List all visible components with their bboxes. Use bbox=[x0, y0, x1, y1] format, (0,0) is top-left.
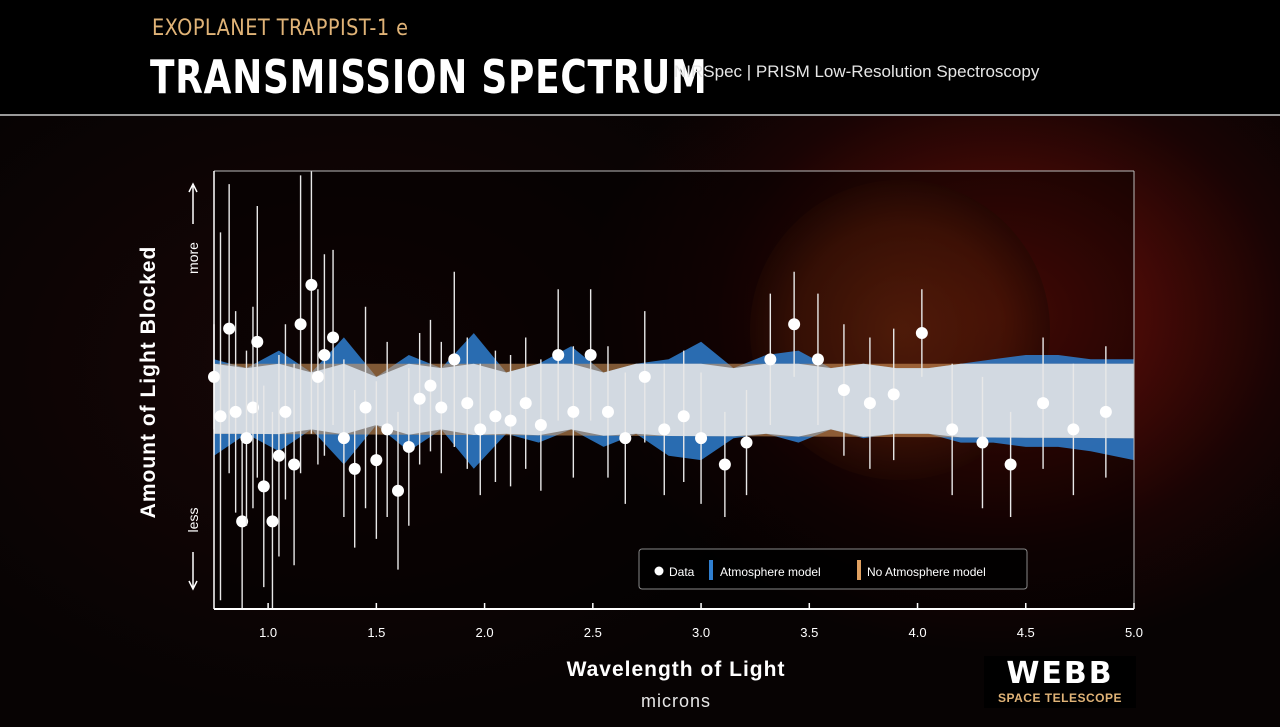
x-tick-label: 4.0 bbox=[908, 625, 926, 640]
data-point bbox=[504, 414, 517, 427]
webb-logo: WEBB SPACE TELESCOPE bbox=[984, 656, 1136, 708]
instrument-label: NIRSpec | PRISM Low-Resolution Spectrosc… bbox=[674, 62, 1040, 81]
data-point bbox=[327, 331, 340, 344]
data-point bbox=[223, 322, 236, 335]
header: EXOPLANET TRAPPIST-1 e TRANSMISSION SPEC… bbox=[0, 0, 1280, 116]
data-point bbox=[240, 432, 253, 445]
data-point bbox=[1099, 405, 1112, 418]
data-point bbox=[424, 379, 437, 392]
legend-data-swatch bbox=[654, 566, 664, 576]
data-point bbox=[294, 318, 307, 331]
data-point bbox=[1004, 458, 1017, 471]
legend-atmosphere-label: Atmosphere model bbox=[720, 565, 821, 579]
data-point bbox=[489, 410, 502, 423]
data-point bbox=[413, 392, 426, 405]
data-point bbox=[311, 370, 324, 383]
data-point bbox=[946, 423, 959, 436]
data-point bbox=[764, 353, 777, 366]
data-point bbox=[359, 401, 372, 414]
data-point bbox=[552, 348, 565, 361]
data-point bbox=[229, 405, 242, 418]
data-point bbox=[214, 410, 227, 423]
data-point bbox=[392, 484, 404, 497]
planet-label: EXOPLANET TRAPPIST-1 e bbox=[152, 16, 409, 41]
x-tick-label: 3.5 bbox=[800, 625, 818, 640]
data-point bbox=[619, 432, 632, 445]
data-point bbox=[318, 348, 331, 361]
y-axis-more-label: more bbox=[185, 242, 201, 274]
legend-data-label: Data bbox=[669, 565, 695, 579]
data-point bbox=[638, 370, 651, 383]
data-point bbox=[718, 458, 731, 471]
data-point bbox=[448, 353, 461, 366]
data-point bbox=[567, 405, 580, 418]
data-point bbox=[305, 278, 318, 291]
data-point bbox=[695, 432, 708, 445]
data-point bbox=[288, 458, 301, 471]
data-point bbox=[266, 515, 279, 528]
data-point bbox=[658, 423, 671, 436]
data-point bbox=[887, 388, 900, 401]
legend-atmosphere-swatch bbox=[709, 560, 713, 580]
data-point bbox=[677, 410, 690, 423]
data-point bbox=[461, 397, 474, 410]
model-overlap-band bbox=[214, 363, 1134, 439]
data-point bbox=[279, 405, 292, 418]
data-point bbox=[251, 335, 264, 348]
data-point bbox=[811, 353, 824, 366]
data-point bbox=[435, 401, 448, 414]
x-axis-title: Wavelength of Light bbox=[567, 658, 786, 681]
data-point bbox=[863, 397, 876, 410]
x-tick-label: 3.0 bbox=[692, 625, 710, 640]
x-tick-label: 1.5 bbox=[367, 625, 385, 640]
x-tick-label: 1.0 bbox=[259, 625, 277, 640]
data-point bbox=[601, 405, 614, 418]
data-point bbox=[740, 436, 753, 449]
data-point bbox=[976, 436, 989, 449]
data-point bbox=[257, 480, 270, 493]
x-tick-label: 4.5 bbox=[1017, 625, 1035, 640]
data-point bbox=[534, 419, 547, 432]
legend-no-atmosphere-label: No Atmosphere model bbox=[867, 565, 986, 579]
data-point bbox=[1037, 397, 1050, 410]
data-point bbox=[837, 384, 850, 396]
y-axis-less-label: less bbox=[185, 508, 201, 533]
data-point bbox=[246, 401, 259, 414]
data-point bbox=[402, 440, 415, 453]
data-point bbox=[788, 318, 801, 331]
data-point bbox=[337, 432, 350, 445]
logo-wordmark: WEBB bbox=[1006, 656, 1114, 691]
data-point bbox=[519, 397, 532, 410]
x-tick-label: 5.0 bbox=[1125, 625, 1143, 640]
logo-subtitle: SPACE TELESCOPE bbox=[998, 691, 1122, 705]
x-tick-label: 2.0 bbox=[476, 625, 494, 640]
data-point bbox=[236, 515, 249, 528]
data-point bbox=[584, 348, 597, 361]
data-point bbox=[474, 423, 487, 436]
data-point bbox=[915, 327, 928, 340]
data-point bbox=[348, 462, 361, 475]
data-point bbox=[370, 454, 383, 467]
x-axis-unit: microns bbox=[641, 691, 711, 711]
legend-box bbox=[638, 548, 1028, 590]
chart-title: TRANSMISSION SPECTRUM bbox=[150, 50, 708, 104]
x-tick-label: 2.5 bbox=[584, 625, 602, 640]
legend-no-atmosphere-swatch bbox=[857, 560, 861, 580]
arrow-up-icon bbox=[188, 182, 198, 224]
data-point bbox=[1067, 423, 1080, 436]
arrow-down-icon bbox=[188, 552, 198, 591]
data-point bbox=[272, 449, 285, 462]
y-axis-title: Amount of Light Blocked bbox=[137, 246, 160, 519]
data-point bbox=[381, 423, 394, 436]
